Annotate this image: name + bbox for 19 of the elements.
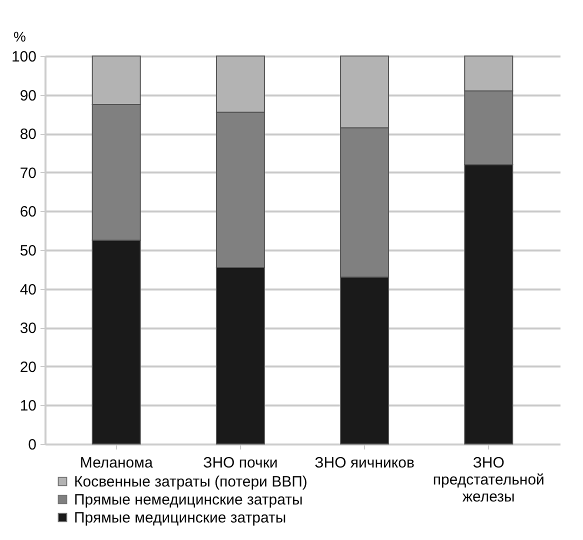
y-tick-label: 80 [20,126,36,144]
x-tick-label: ЗНО яичников [314,454,414,472]
y-tick-label: 30 [20,320,36,338]
y-tick-label: 60 [20,204,36,221]
y-tick-label: 0 [28,436,36,454]
x-tick-label: ЗНО предстательной железы [432,454,544,506]
x-tick-label: Меланома [80,454,154,472]
x-tick-label: ЗНО почки [203,454,278,472]
legend-label: Прямые медицинские затраты [74,510,286,526]
y-tick-label: 10 [20,398,36,415]
y-tick-label: 100 [11,48,36,66]
y-tick-label: 70 [20,164,36,182]
y-tick-label: 90 [20,87,36,104]
legend-label: Косвенные затраты (потери ВВП) [74,474,308,490]
y-tick-label: 50 [20,242,36,260]
y-axis-title: % [14,28,26,44]
legend-label: Прямые немедицинские затраты [74,492,303,508]
y-tick-label: 40 [20,281,36,298]
y-tick-label: 20 [20,358,36,376]
